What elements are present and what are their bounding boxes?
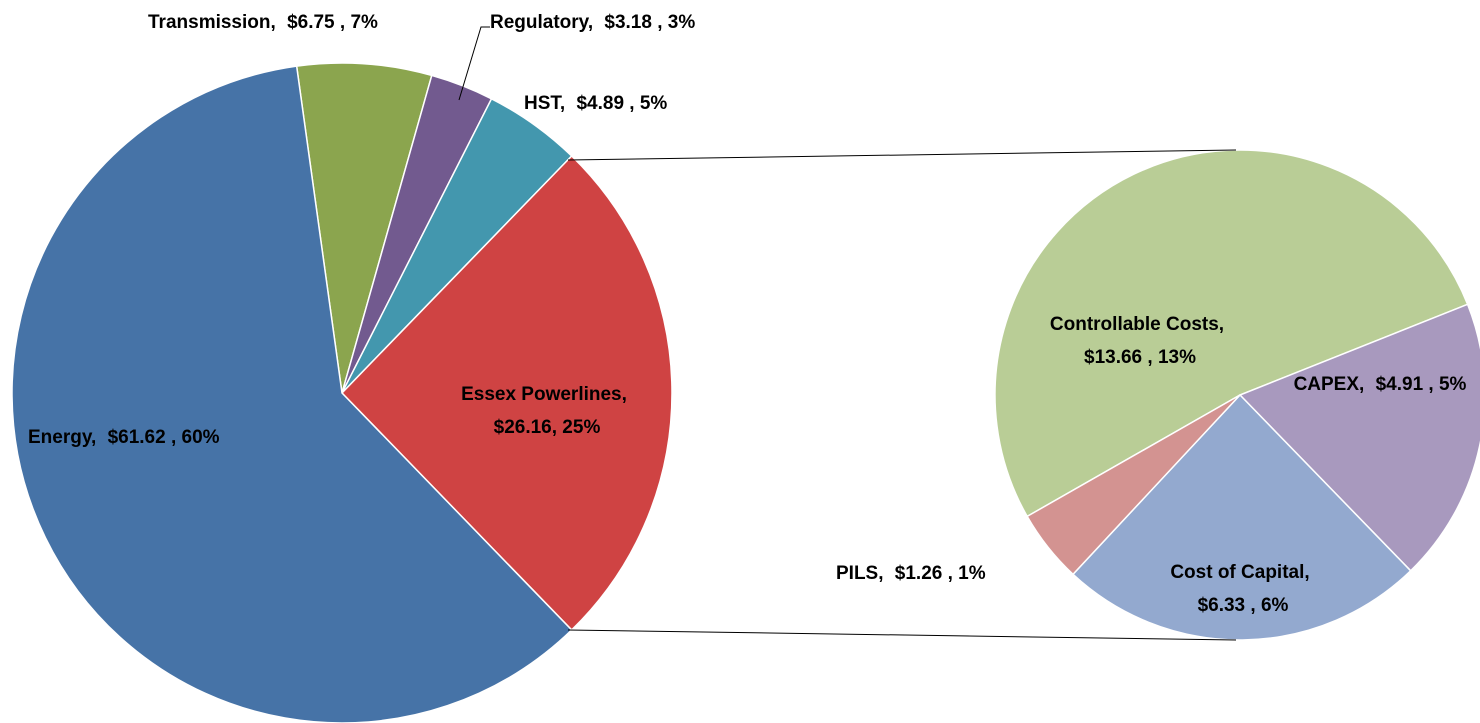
- data-label: Transmission, $6.75 , 7%: [148, 6, 478, 39]
- data-label: HST, $4.89 , 5%: [524, 87, 744, 120]
- data-label: CAPEX, $4.91 , 5%: [1290, 368, 1470, 401]
- value-label: $4.91 , 5%: [1375, 374, 1467, 395]
- category-label: CAPEX,: [1293, 374, 1365, 395]
- category-label: Transmission,: [148, 12, 276, 33]
- data-label: PILS, $1.26 , 1%: [836, 557, 1066, 590]
- category-label: PILS,: [836, 563, 884, 584]
- data-label: Controllable Costs, $13.66 , 13%: [1023, 308, 1258, 374]
- category-label: Regulatory,: [490, 12, 594, 33]
- data-label: Energy, $61.62 , 60%: [28, 421, 348, 454]
- value-label: $6.75 , 7%: [287, 12, 378, 33]
- category-label: HST,: [524, 93, 566, 114]
- category-label: Energy,: [28, 427, 97, 448]
- value-label: $6.33 , 6%: [1197, 595, 1289, 616]
- value-label: $1.26 , 1%: [894, 563, 986, 584]
- pie-slice: [11, 65, 573, 723]
- value-label: $3.18 , 3%: [604, 12, 696, 33]
- category-label: Controllable Costs,: [1049, 314, 1225, 335]
- category-label: Cost of Capital,: [1170, 562, 1310, 583]
- value-label: $4.89 , 5%: [576, 93, 668, 114]
- value-label: $26.16, 25%: [493, 417, 601, 438]
- data-label: Essex Powerlines, $26.16, 25%: [427, 378, 667, 444]
- data-label: Cost of Capital, $6.33 , 6%: [1148, 556, 1338, 622]
- value-label: $61.62 , 60%: [107, 427, 220, 448]
- connector-line: [567, 149, 1237, 161]
- data-label: Regulatory, $3.18 , 3%: [490, 6, 790, 39]
- pie-slice: [1071, 393, 1412, 641]
- leader-line: [458, 26, 490, 101]
- connector-line: [567, 629, 1237, 641]
- pie-slice: [340, 154, 673, 631]
- category-label: Essex Powerlines,: [461, 384, 627, 405]
- pie-slice: [1026, 394, 1241, 576]
- pie-slice: [994, 149, 1469, 518]
- value-label: $13.66 , 13%: [1084, 347, 1196, 368]
- pie-slice: [295, 62, 433, 394]
